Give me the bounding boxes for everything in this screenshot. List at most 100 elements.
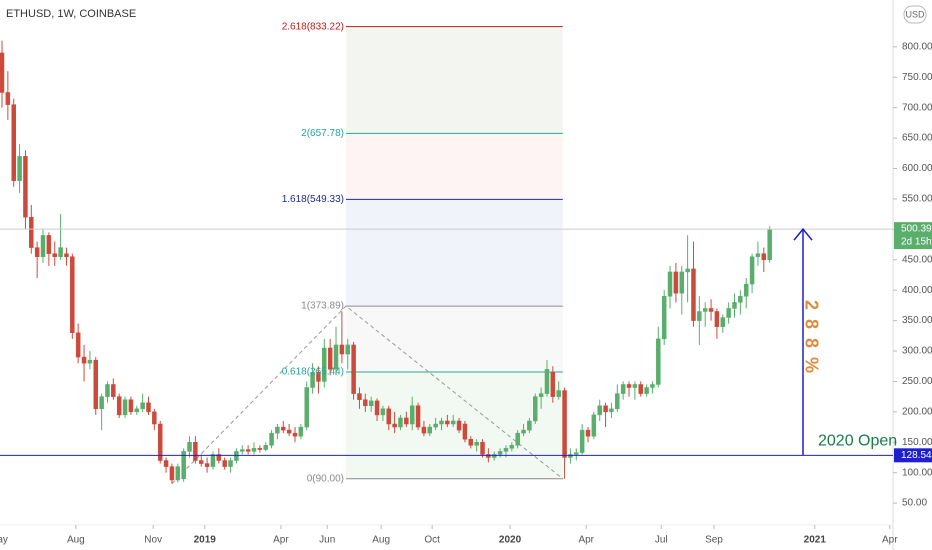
candle-body [480,442,485,455]
candle-body [64,253,69,257]
candle-body [34,247,40,257]
candle-body [216,454,222,461]
candle-body [380,408,386,416]
candle-body [620,384,626,394]
candle-body [292,432,298,437]
candle-body [392,423,397,428]
candle-body [298,426,304,437]
y-tick-label: 200.00 [902,406,932,417]
candle-body [175,466,181,481]
candle-body [70,256,75,334]
candle-body [105,384,110,397]
candle-body [550,372,556,397]
candle-body [111,384,116,397]
candle-body [749,256,755,285]
symbol-title: ETHUSD, 1W, COINBASE [6,8,136,20]
candle-body [743,283,749,297]
candle-body [310,372,315,388]
candle-body [603,405,608,413]
countdown-label: 2d 15h [901,237,932,248]
candle-body [533,396,538,422]
candle-body [450,420,456,425]
candle-body [497,451,503,455]
candle-body [198,460,204,464]
x-tick-label: Apr [882,535,898,546]
candle-body [134,408,140,413]
candle-body [409,405,415,425]
last-price-tag-label: 500.39 [901,224,932,235]
x-tick-label: Nov [144,535,162,546]
y-tick-label: 450.00 [902,254,932,265]
candle-body [23,156,28,218]
fib-label: 2.618(833.22) [282,21,344,32]
candle-body [357,393,362,400]
y-tick-label: 800.00 [902,41,932,52]
candle-body [52,253,57,257]
candle-body [738,296,743,303]
candle-body [99,396,104,410]
candle-body [632,384,638,388]
candle-body [316,372,321,382]
x-tick-label: Apr [273,535,289,546]
candle-body [615,393,620,410]
candle-body [269,432,274,446]
candle-body [544,369,550,394]
candle-body [579,429,585,453]
y-tick-label: 550.00 [902,194,932,205]
y-tick-label: 300.00 [902,346,932,357]
plot [0,40,772,484]
candle-body [486,454,491,458]
candle-body [368,400,374,407]
candle-body [152,411,157,425]
y-tick-label: 400.00 [902,285,932,296]
candle-body [286,429,292,434]
y-tick-label: 700.00 [902,102,932,113]
candle-body [240,449,245,452]
candle-body [685,268,690,273]
x-tick-label: Sep [705,535,723,546]
fib-group [171,26,564,484]
x-tick-label: 2019 [194,535,217,546]
candle-body [304,387,309,428]
candle-body [626,384,632,388]
candle-body [691,268,696,321]
currency-button[interactable] [903,5,927,24]
y-tick-label: 50.00 [902,498,927,509]
candle-body [122,399,128,416]
candle-body [755,253,761,257]
fib-trend-line [171,305,564,484]
fib-zone [345,26,563,134]
candle-body [556,390,561,397]
candle-body [726,308,731,318]
fib-zone [345,133,563,200]
candle-body [245,449,251,452]
candle-body [527,420,532,431]
candle-body [491,454,497,458]
candle-body [363,399,368,407]
candle-body [210,454,216,467]
candle-body [327,347,333,370]
candle-body [251,448,257,452]
candle-body [650,384,655,388]
candle-body [656,338,661,385]
candle-body [46,235,52,254]
candle-body [193,442,198,461]
x-tick-label: Aug [67,535,85,546]
candle-body [169,466,175,481]
y-tick-label: 350.00 [902,315,932,326]
candle-body [40,235,46,257]
y-tick-label: 600.00 [902,163,932,174]
candle-body [204,463,210,467]
currency-button-label[interactable]: USD [905,9,925,19]
last-price-tag [894,222,932,250]
candle-body [404,417,409,425]
candle-body [509,445,515,449]
candle-body [75,332,81,358]
candle-body [345,344,350,355]
candle-body [157,423,163,461]
candle-body [521,429,526,434]
y-tick-label: 750.00 [902,72,932,83]
candle-body [0,52,5,93]
